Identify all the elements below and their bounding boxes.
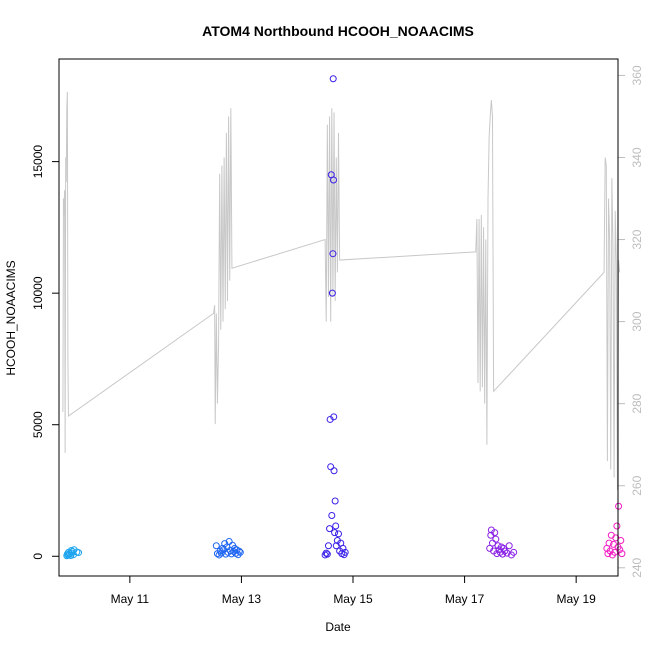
data-point [212,542,220,550]
y2-tick-label: 320 [630,229,644,249]
data-point [221,540,229,548]
x-tick-label: May 19 [556,592,596,606]
data-point [616,546,624,554]
data-point [331,497,339,505]
data-point [615,502,623,510]
data-point [328,511,336,519]
data-point [236,548,244,556]
data-point [501,547,509,555]
data-point [75,549,83,557]
plot-frame [58,58,619,577]
x-tick-label: May 15 [333,592,373,606]
data-point [329,75,337,83]
y-tick-label: 15000 [31,145,45,179]
data-point [217,549,225,557]
chart-title: ATOM4 Northbound HCOOH_NOAACIMS [202,23,474,39]
y2-tick-label: 240 [630,557,644,577]
data-point [326,525,334,533]
data-point [491,529,499,537]
y-tick-label: 10000 [31,276,45,310]
data-point [605,539,613,547]
x-axis-title: Date [325,620,351,634]
data-point [329,176,337,184]
line-series [62,91,621,490]
data-point [227,550,235,558]
data-point [339,544,347,552]
data-point [234,551,242,559]
data-point [505,542,513,550]
data-point [606,547,614,555]
y2-tick-label: 260 [630,475,644,495]
data-point [494,542,502,550]
y2-tick-label: 280 [630,393,644,413]
data-point [329,250,337,258]
data-point [335,530,342,538]
x-tick-label: May 11 [111,592,150,606]
data-point [323,550,331,558]
y-tick-label: 5000 [31,411,45,438]
data-point [235,547,243,555]
data-point [613,522,621,530]
data-point [215,551,223,559]
data-point [330,413,338,421]
y2-tick-label: 360 [630,65,644,85]
y2-tick-label: 340 [630,147,644,167]
y2-tick-label: 300 [630,311,644,331]
data-point [341,548,349,556]
data-point [618,550,626,558]
data-point [503,549,511,557]
data-point [510,548,518,556]
data-point [328,289,336,297]
data-point [331,529,339,537]
data-point [322,549,330,557]
data-point [330,467,338,475]
x-tick-label: May 13 [222,592,262,606]
line-layer [62,91,621,490]
y-tick-label: 0 [31,553,45,560]
data-point [324,542,332,550]
data-point [492,535,500,543]
data-point [332,522,340,530]
x-tick-label: May 17 [445,592,485,606]
y-axis-title: HCOOH_NOAACIMS [4,260,18,375]
